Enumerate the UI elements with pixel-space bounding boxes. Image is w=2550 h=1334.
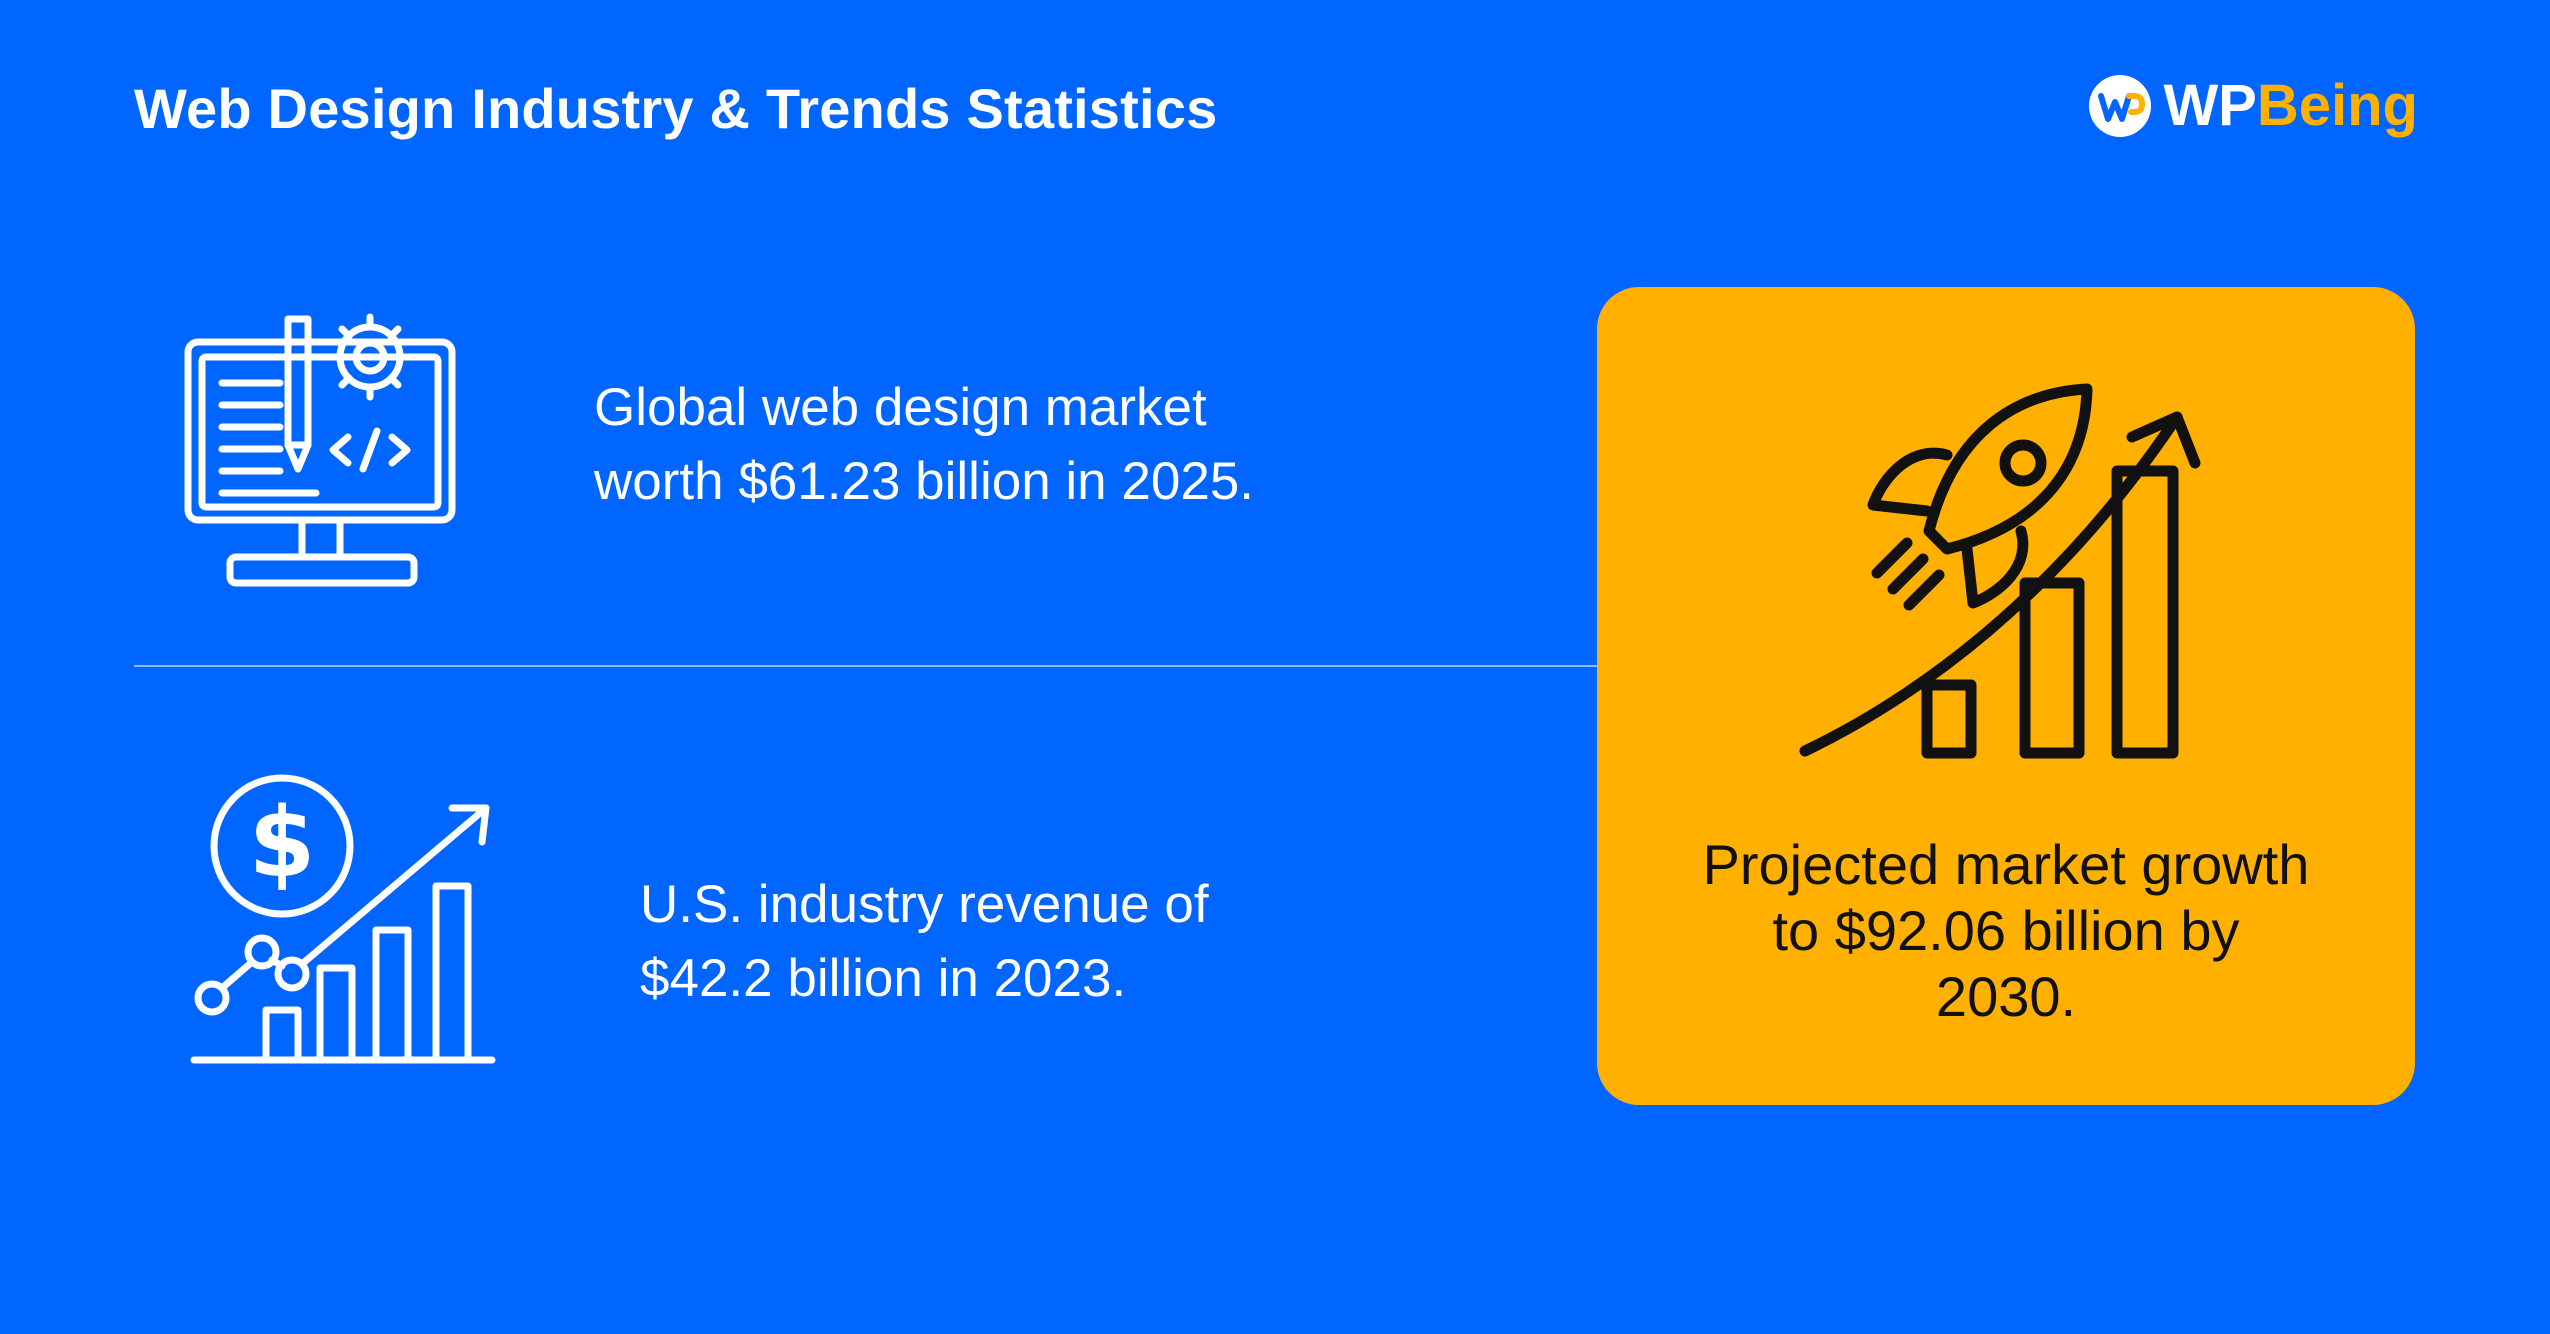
stat-line: U.S. industry revenue of — [640, 875, 1209, 934]
projected-growth-text: Projected market growth to $92.06 billio… — [1597, 832, 2415, 1030]
section-divider — [134, 665, 1600, 667]
projected-growth-card: Projected market growth to $92.06 billio… — [1597, 287, 2415, 1105]
stat-global-market-text: Global web design market worth $61.23 bi… — [594, 371, 1254, 519]
card-line: 2030. — [1935, 965, 2077, 1028]
computer-design-code-icon — [184, 313, 456, 587]
brand-name-being: Being — [2256, 73, 2418, 138]
card-line: to $92.06 billion by — [1772, 899, 2240, 962]
dollar-growth-chart-icon: $ — [190, 774, 496, 1064]
brand-name-wp: WP — [2163, 73, 2257, 138]
card-line: Projected market growth — [1702, 833, 2310, 896]
stat-line: worth $61.23 billion in 2025. — [594, 452, 1255, 511]
svg-text:$: $ — [249, 787, 316, 899]
brand-logo: WPBeing — [2089, 72, 2418, 139]
stat-line: Global web design market — [594, 378, 1207, 437]
rocket-growth-chart-icon — [1799, 383, 2201, 759]
page-title: Web Design Industry & Trends Statistics — [134, 77, 1218, 140]
stat-us-revenue-text: U.S. industry revenue of $42.2 billion i… — [640, 868, 1209, 1016]
wpbeing-logo-icon — [2089, 74, 2152, 137]
stat-line: $42.2 billion in 2023. — [640, 949, 1127, 1008]
